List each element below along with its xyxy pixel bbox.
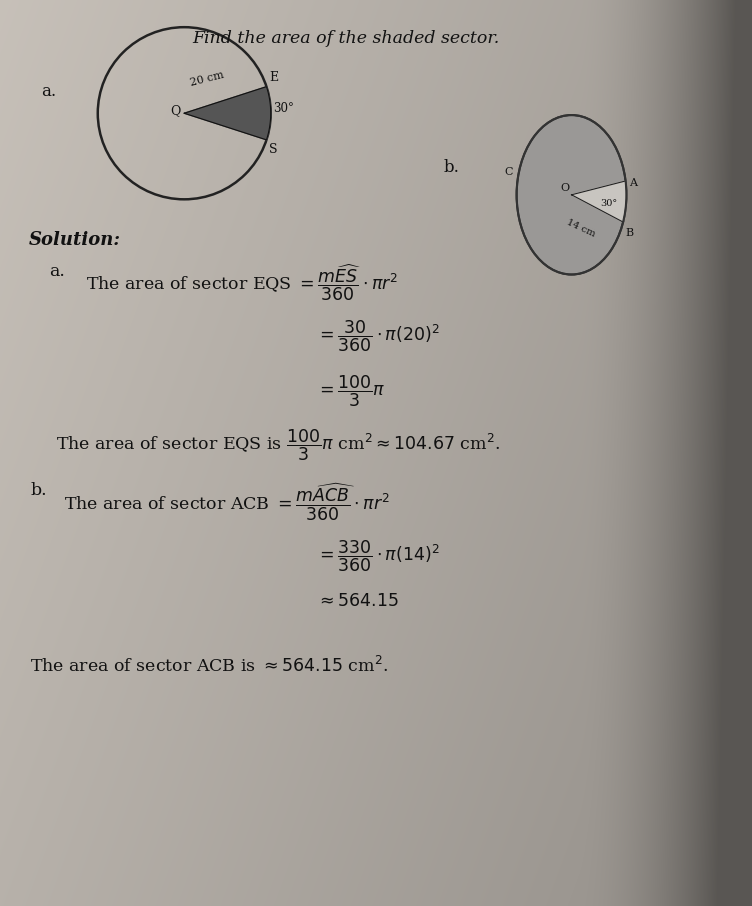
Text: The area of sector EQS $= \dfrac{m\widehat{ES}}{360} \cdot \pi r^2$: The area of sector EQS $= \dfrac{m\wideh…	[86, 263, 399, 304]
Ellipse shape	[517, 115, 626, 275]
Text: $= \dfrac{330}{360} \cdot \pi (14)^2$: $= \dfrac{330}{360} \cdot \pi (14)^2$	[316, 538, 440, 573]
Text: a.: a.	[49, 263, 65, 280]
Text: The area of sector ACB is $\approx 564.15$ cm$^2$.: The area of sector ACB is $\approx 564.1…	[30, 656, 388, 676]
Text: O: O	[560, 183, 569, 194]
Text: b.: b.	[30, 482, 47, 499]
Text: $= \dfrac{100}{3} \pi$: $= \dfrac{100}{3} \pi$	[316, 373, 385, 409]
Text: Solution:: Solution:	[29, 231, 120, 249]
Text: 20 cm: 20 cm	[189, 70, 225, 88]
Text: 30°: 30°	[273, 102, 294, 115]
Text: A: A	[629, 178, 638, 188]
Text: Q: Q	[170, 104, 180, 117]
Text: b.: b.	[444, 159, 459, 176]
Text: $\approx 564.15$: $\approx 564.15$	[316, 593, 399, 610]
Polygon shape	[572, 181, 626, 222]
Text: C: C	[505, 167, 513, 178]
Text: E: E	[269, 71, 279, 84]
Text: S: S	[269, 142, 278, 156]
Text: B: B	[626, 228, 633, 238]
Text: The area of sector ACB $= \dfrac{m\widehat{ACB}}{360} \cdot \pi r^2$: The area of sector ACB $= \dfrac{m\wideh…	[64, 482, 390, 524]
Text: The area of sector EQS is $\dfrac{100}{3} \pi$ cm$^2 \approx 104.67$ cm$^2$.: The area of sector EQS is $\dfrac{100}{3…	[56, 428, 501, 463]
Text: $= \dfrac{30}{360} \cdot \pi (20)^2$: $= \dfrac{30}{360} \cdot \pi (20)^2$	[316, 319, 440, 354]
Text: a.: a.	[41, 83, 56, 101]
Text: 30°: 30°	[600, 199, 617, 208]
Text: 14 cm: 14 cm	[565, 217, 596, 238]
Text: Find the area of the shaded sector.: Find the area of the shaded sector.	[193, 30, 499, 47]
Polygon shape	[184, 87, 271, 140]
